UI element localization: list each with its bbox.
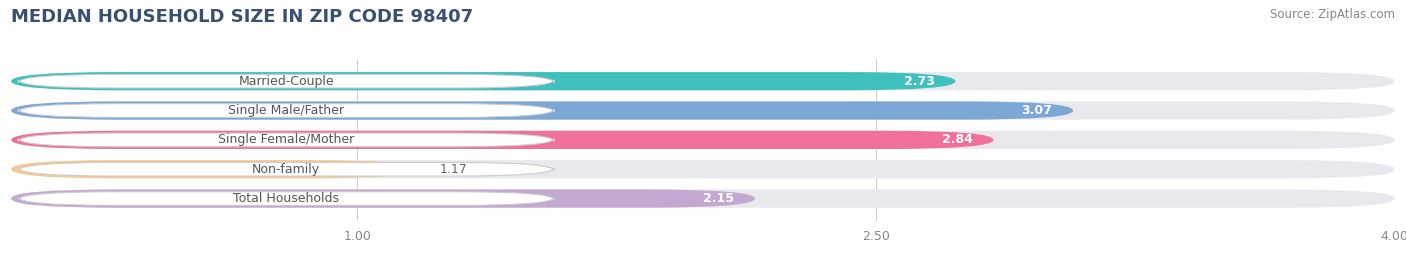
Text: Source: ZipAtlas.com: Source: ZipAtlas.com xyxy=(1270,8,1395,21)
Text: Single Male/Father: Single Male/Father xyxy=(228,104,344,117)
Text: Total Households: Total Households xyxy=(233,192,339,205)
FancyBboxPatch shape xyxy=(11,160,416,178)
Text: Single Female/Mother: Single Female/Mother xyxy=(218,133,354,146)
Text: MEDIAN HOUSEHOLD SIZE IN ZIP CODE 98407: MEDIAN HOUSEHOLD SIZE IN ZIP CODE 98407 xyxy=(11,8,474,26)
FancyBboxPatch shape xyxy=(11,72,956,90)
Text: 1.17: 1.17 xyxy=(440,163,468,176)
Text: 3.07: 3.07 xyxy=(1022,104,1052,117)
FancyBboxPatch shape xyxy=(11,131,994,149)
FancyBboxPatch shape xyxy=(18,104,554,117)
Text: Married-Couple: Married-Couple xyxy=(239,75,335,88)
Text: 2.84: 2.84 xyxy=(942,133,973,146)
Text: 2.15: 2.15 xyxy=(703,192,734,205)
FancyBboxPatch shape xyxy=(11,72,1395,90)
Text: Non-family: Non-family xyxy=(252,163,321,176)
FancyBboxPatch shape xyxy=(18,133,554,147)
FancyBboxPatch shape xyxy=(18,162,554,176)
FancyBboxPatch shape xyxy=(11,101,1073,120)
FancyBboxPatch shape xyxy=(11,189,755,208)
FancyBboxPatch shape xyxy=(11,160,1395,178)
FancyBboxPatch shape xyxy=(11,101,1395,120)
FancyBboxPatch shape xyxy=(18,74,554,88)
FancyBboxPatch shape xyxy=(11,131,1395,149)
FancyBboxPatch shape xyxy=(11,189,1395,208)
FancyBboxPatch shape xyxy=(18,192,554,206)
Text: 2.73: 2.73 xyxy=(904,75,935,88)
